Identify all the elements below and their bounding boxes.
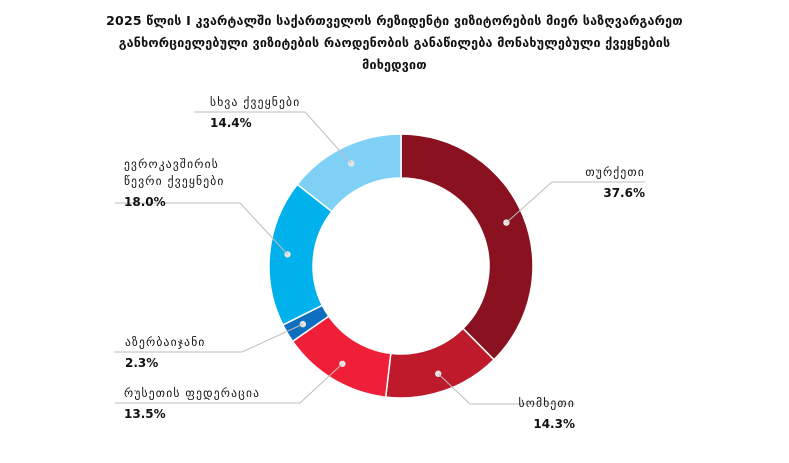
slice-label-5-line-0: სხვა ქვეყნები bbox=[210, 95, 300, 109]
title-line-1: 2025 წლის I კვარტალში საქართველოს რეზიდე… bbox=[106, 13, 683, 28]
slice-label-3-line-0: აზერბაიჯანი bbox=[125, 335, 206, 349]
donut-slice-0 bbox=[400, 133, 534, 361]
slice-label-1-line-0: სომხეთი bbox=[519, 396, 575, 410]
leader-lines bbox=[115, 111, 645, 405]
slice-value-3: 2.3% bbox=[125, 356, 158, 370]
title-line-3: მიხედვით bbox=[362, 57, 427, 72]
leader-line-0 bbox=[506, 181, 645, 223]
slice-label-4-line-0: ევროკავშირის bbox=[124, 157, 219, 171]
leader-line-5 bbox=[195, 111, 352, 164]
leader-line-1 bbox=[437, 373, 575, 405]
slice-label-0-line-0: თურქეთი bbox=[585, 165, 645, 179]
slice-value-2: 13.5% bbox=[124, 407, 166, 421]
slice-label-2-line-0: რუსეთის ფედერაცია bbox=[124, 386, 260, 400]
leader-line-3 bbox=[115, 323, 304, 353]
donut-slice-5 bbox=[296, 133, 402, 213]
slice-labels: თურქეთი 37.6% სომხეთი 14.3% რუსეთის ფედერაცი… bbox=[124, 95, 645, 431]
donut-slice-4 bbox=[268, 183, 333, 326]
leader-line-4 bbox=[115, 202, 288, 255]
slice-label-4-line-1: წევრი ქვეყნები bbox=[124, 174, 225, 188]
leader-line-2 bbox=[115, 363, 343, 404]
title-line-2: განხორციელებული ვიზიტების რაოდენობის გან… bbox=[118, 35, 671, 50]
donut-slices bbox=[268, 133, 534, 399]
slice-value-5: 14.4% bbox=[210, 116, 252, 130]
slice-value-0: 37.6% bbox=[603, 186, 645, 200]
slice-value-4: 18.0% bbox=[124, 195, 166, 209]
chart-title: 2025 წლის I კვარტალში საქართველოს რეზიდე… bbox=[20, 10, 769, 76]
slice-value-1: 14.3% bbox=[533, 417, 575, 431]
